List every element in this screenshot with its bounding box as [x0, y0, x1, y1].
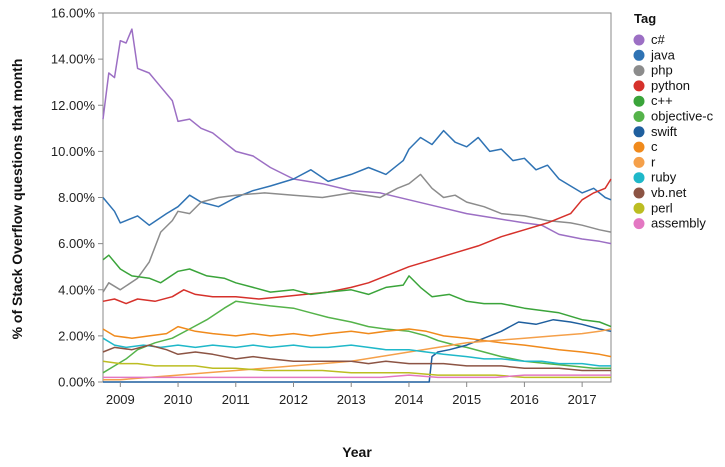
y-tick-label: 16.00% [51, 6, 96, 21]
legend: Tag c#javaphppythonc++objective-cswiftcr… [633, 11, 714, 231]
legend-swatch [633, 34, 645, 46]
y-tick-label: 0.00% [58, 375, 95, 390]
legend-item: swift [633, 124, 677, 139]
y-tick-label: 2.00% [58, 328, 95, 343]
y-tick-label: 14.00% [51, 52, 96, 67]
legend-item: assembly [633, 216, 706, 231]
legend-label: c# [651, 32, 666, 47]
legend-swatch [633, 111, 645, 122]
series-line-perl [102, 360, 611, 379]
legend-items: c#javaphppythonc++objective-cswiftcrruby… [633, 32, 714, 231]
series-line-java [102, 129, 612, 226]
x-tick-label: 2015 [452, 392, 481, 407]
legend-label: c++ [651, 93, 673, 108]
legend-item: perl [633, 200, 673, 215]
series-line-assembly [103, 374, 611, 379]
legend-label: c [651, 139, 658, 154]
legend-swatch [633, 172, 645, 184]
legend-label: java [650, 47, 676, 62]
y-tick-label: 10.00% [51, 144, 96, 159]
series-line-ruby [102, 337, 611, 367]
series-line-c- [102, 28, 612, 245]
y-tick-label: 4.00% [58, 282, 95, 297]
x-tick-label: 2017 [568, 392, 597, 407]
legend-swatch [633, 80, 645, 92]
axes-layer: 0.00% 2.00% 4.00% 6.00% 8.00% 10.00% 12.00% 14.… [51, 6, 597, 408]
x-tick-label: 2009 [106, 392, 135, 407]
x-axis-title: Year [342, 444, 372, 460]
legend-swatch [633, 65, 645, 77]
series-line-c- [102, 254, 612, 328]
legend-swatch [633, 126, 645, 138]
legend-item: ruby [633, 170, 677, 185]
legend-swatch [633, 49, 645, 61]
legend-label: r [651, 154, 656, 169]
series-line-swift [103, 318, 612, 383]
legend-item: vb.net [633, 185, 687, 200]
legend-swatch [633, 187, 645, 199]
x-tick-label: 2016 [510, 392, 539, 407]
legend-swatch [633, 218, 645, 230]
x-tick-label: 2011 [222, 392, 250, 407]
series-line-objective-c [102, 300, 611, 374]
series-line-c [102, 325, 612, 358]
series-line-vb-net [102, 344, 611, 372]
series-line-r [103, 328, 612, 381]
legend-swatch [633, 141, 645, 153]
legend-swatch [633, 95, 645, 107]
series-line-python [102, 178, 612, 305]
legend-swatch [633, 202, 645, 214]
legend-item: java [633, 47, 676, 62]
legend-label: php [651, 63, 673, 78]
legend-item: r [633, 154, 656, 169]
legend-label: vb.net [651, 185, 687, 200]
legend-title: Tag [634, 11, 656, 26]
y-tick-label: 6.00% [58, 236, 95, 251]
legend-label: objective-c [651, 109, 714, 124]
x-tick-label: 2010 [164, 392, 193, 407]
x-tick-label: 2014 [394, 392, 423, 407]
legend-item: python [633, 78, 690, 93]
y-axis-title: % of Stack Overflow questions that month [9, 59, 25, 340]
legend-label: python [651, 78, 690, 93]
legend-label: assembly [651, 216, 706, 231]
legend-item: c++ [633, 93, 673, 108]
series-line-php [102, 173, 612, 293]
y-tick-label: 12.00% [51, 98, 96, 113]
x-tick-label: 2013 [337, 392, 366, 407]
x-tick-label: 2012 [279, 392, 308, 407]
legend-label: swift [651, 124, 677, 139]
legend-item: c [633, 139, 658, 154]
legend-item: php [633, 63, 673, 78]
y-tick-label: 8.00% [58, 190, 95, 205]
legend-swatch [633, 156, 645, 168]
legend-label: perl [651, 200, 673, 215]
legend-label: ruby [651, 170, 677, 185]
legend-item: objective-c [633, 109, 714, 124]
legend-item: c# [633, 32, 666, 47]
series-layer [102, 28, 612, 383]
